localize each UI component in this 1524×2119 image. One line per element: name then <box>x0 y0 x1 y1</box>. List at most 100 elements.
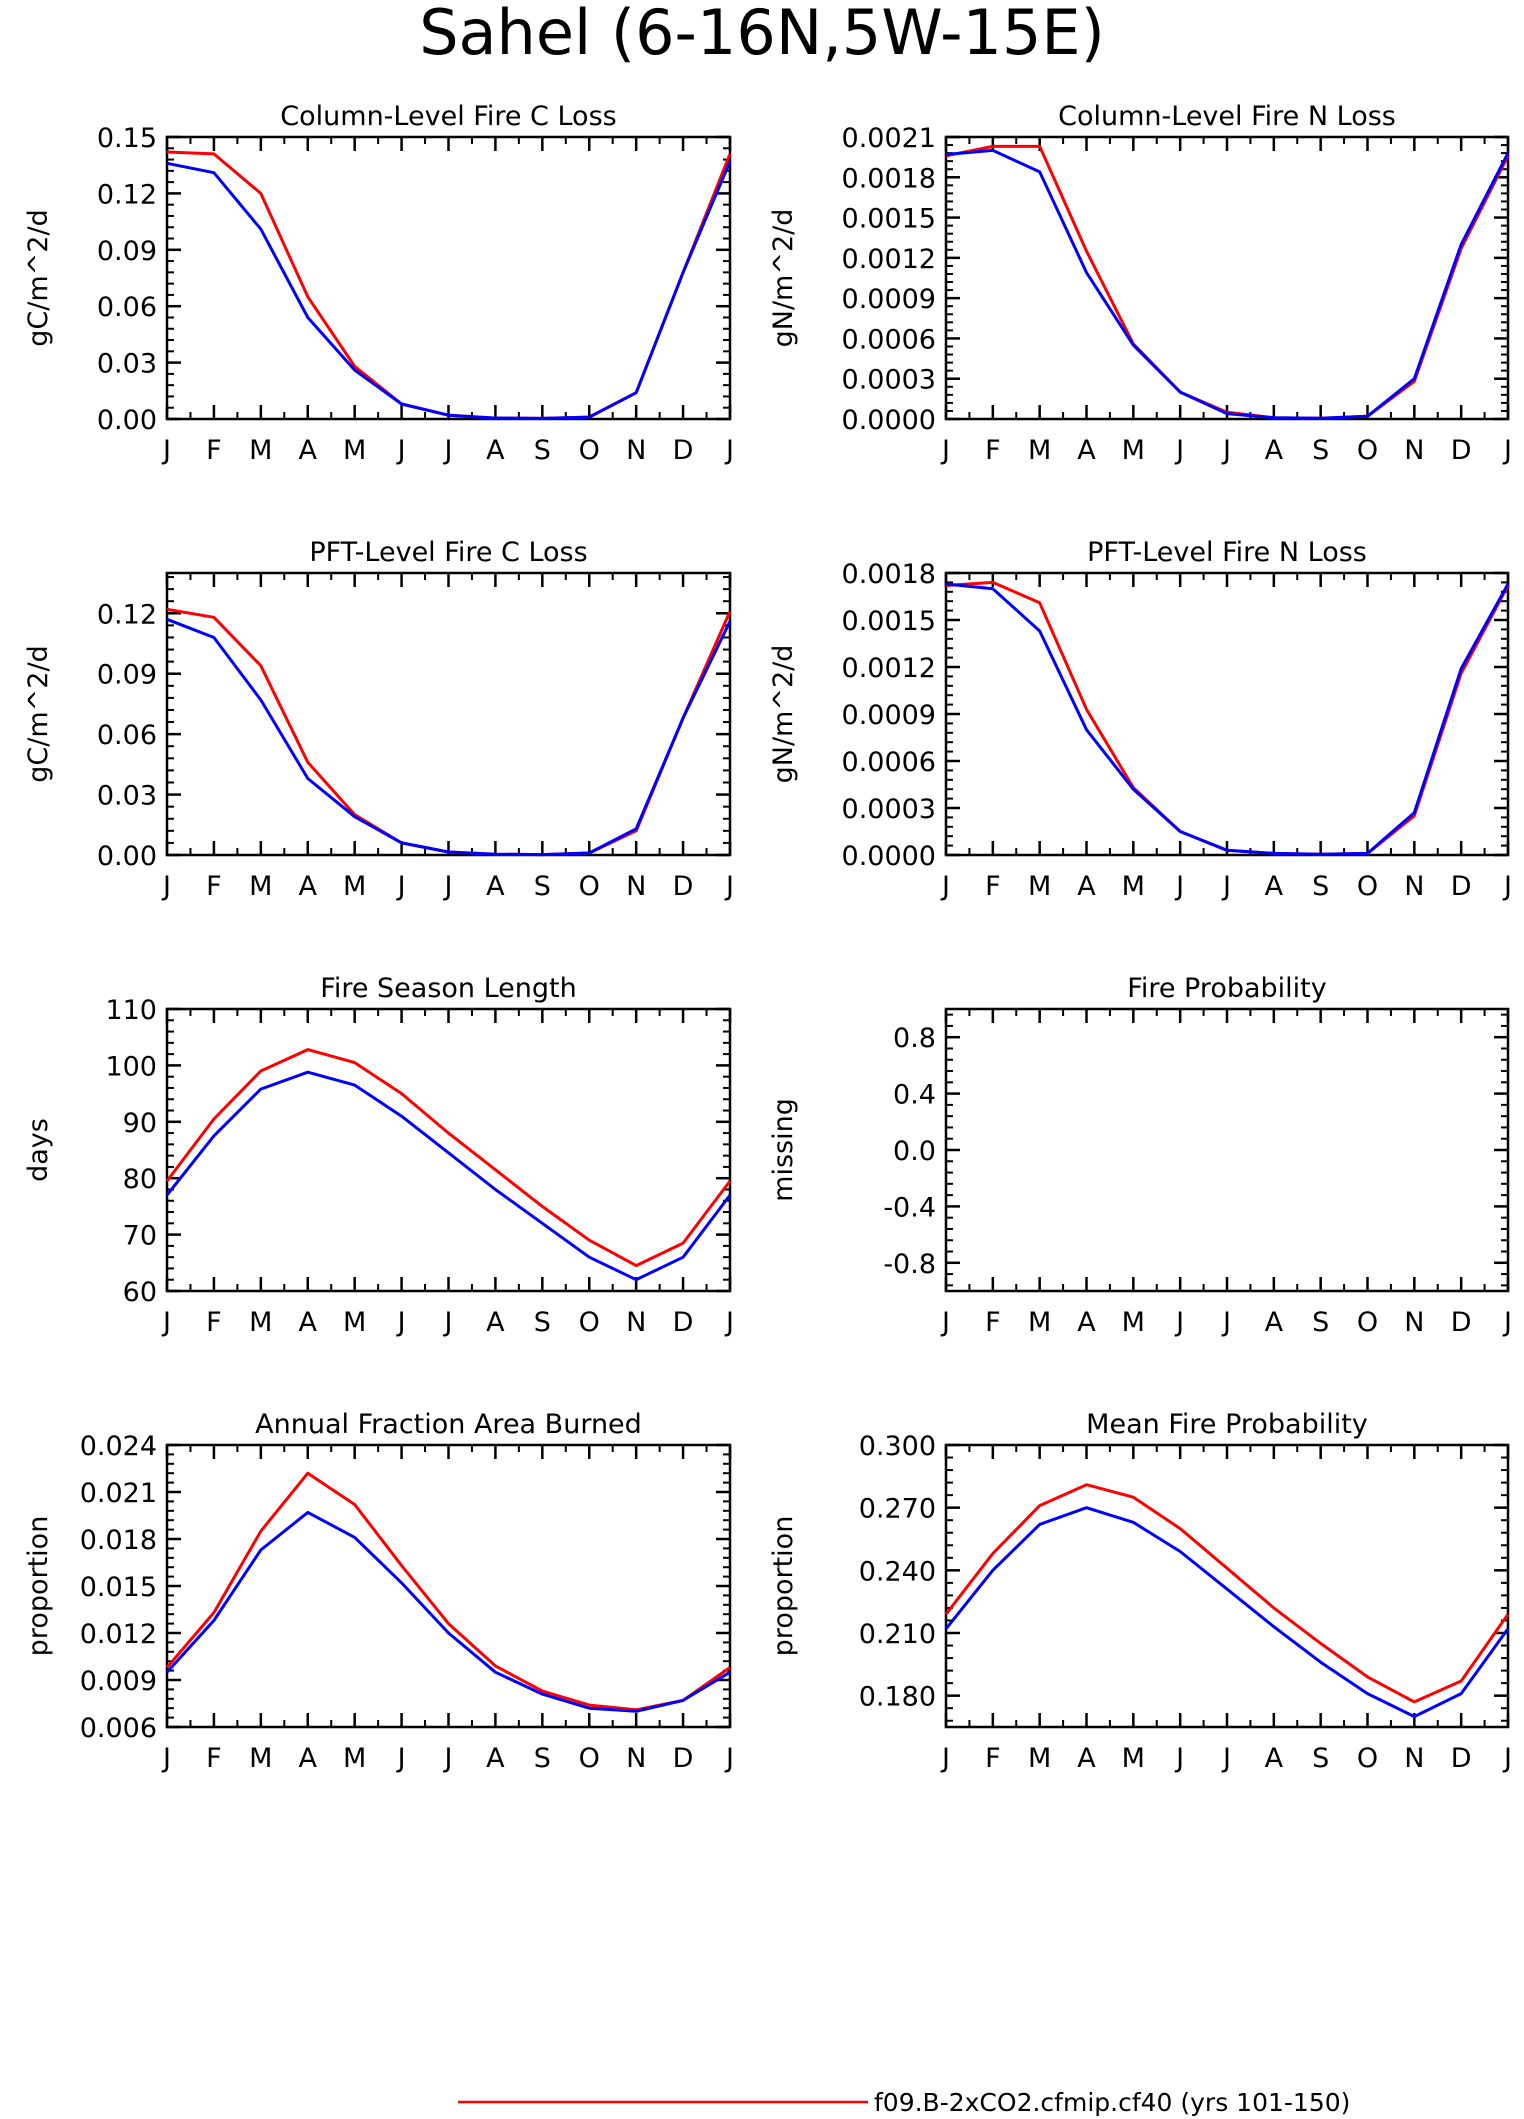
x-tick-label: O <box>579 1307 600 1338</box>
x-tick-label: A <box>1077 1743 1096 1774</box>
x-tick-label: F <box>206 1307 222 1338</box>
y-tick-label: 60 <box>123 1277 157 1308</box>
y-tick-label: 100 <box>105 1051 157 1082</box>
x-tick-label: A <box>1265 871 1284 902</box>
y-tick-label: 0.0018 <box>842 559 936 590</box>
y-axis-label: missing <box>768 1098 799 1202</box>
x-tick-label: J <box>396 871 406 902</box>
x-tick-label: J <box>724 435 734 466</box>
x-tick-label: M <box>249 871 272 902</box>
x-tick-label: J <box>1502 1307 1512 1338</box>
x-tick-label: D <box>1451 1307 1472 1338</box>
x-tick-label: S <box>534 1307 551 1338</box>
y-tick-label: 0.0015 <box>842 204 936 235</box>
y-tick-label: 0.015 <box>80 1572 157 1603</box>
x-tick-label: A <box>299 871 318 902</box>
x-tick-label: N <box>1404 871 1424 902</box>
x-tick-label: N <box>1404 435 1424 466</box>
series-line-blue <box>945 582 1510 856</box>
x-tick-label: M <box>343 1307 366 1338</box>
y-tick-label: 0.0009 <box>842 284 936 315</box>
y-tick-label: 70 <box>123 1221 157 1252</box>
x-tick-label: J <box>1221 1743 1231 1774</box>
y-axis-label: gC/m^2/d <box>23 209 54 346</box>
y-tick-label: 0.0012 <box>842 653 936 684</box>
x-tick-label: F <box>985 1307 1001 1338</box>
x-tick-label: A <box>1077 435 1096 466</box>
panel-title: PFT-Level Fire C Loss <box>309 537 587 568</box>
x-tick-label: N <box>626 1307 646 1338</box>
series-line-blue <box>166 617 732 857</box>
panel-title: Column-Level Fire N Loss <box>1058 101 1396 132</box>
series-line-red <box>165 1471 731 1712</box>
x-tick-label: O <box>1357 1307 1378 1338</box>
y-tick-label: 0.009 <box>80 1666 157 1697</box>
x-tick-label: D <box>673 871 694 902</box>
x-tick-label: D <box>673 435 694 466</box>
x-tick-label: D <box>673 1307 694 1338</box>
plot-frame <box>944 571 1510 857</box>
x-tick-label: A <box>1265 435 1284 466</box>
x-tick-label: J <box>396 1307 406 1338</box>
series-line-red <box>166 150 732 420</box>
x-tick-label: F <box>206 1743 222 1774</box>
plot-frame <box>165 1007 732 1293</box>
y-tick-label: 0.180 <box>859 1682 936 1713</box>
x-tick-label: S <box>534 1743 551 1774</box>
x-tick-label: J <box>724 1743 734 1774</box>
x-tick-label: O <box>1357 435 1378 466</box>
x-tick-label: M <box>249 435 272 466</box>
x-tick-label: J <box>724 1307 734 1338</box>
y-tick-label: 0.12 <box>97 599 157 630</box>
series-line-blue <box>944 1506 1510 1719</box>
y-tick-label: 0.210 <box>859 1619 936 1650</box>
x-tick-label: D <box>1451 1743 1472 1774</box>
y-axis-label: proportion <box>23 1516 54 1657</box>
plot-frame <box>944 135 1510 421</box>
y-tick-label: 0.09 <box>97 660 157 691</box>
y-tick-label: 0.021 <box>80 1478 157 1509</box>
x-tick-label: S <box>1312 1743 1329 1774</box>
legend-label: f09.B-2xCO2.cfmip.cf40 (yrs 101-150) <box>874 2088 1350 2117</box>
x-tick-label: N <box>1404 1743 1424 1774</box>
y-tick-label: 80 <box>123 1164 157 1195</box>
x-tick-label: J <box>1221 871 1231 902</box>
x-tick-label: S <box>1312 1307 1329 1338</box>
y-tick-label: 0.06 <box>97 720 157 751</box>
x-tick-label: M <box>1122 871 1145 902</box>
series-line-red <box>165 1048 732 1268</box>
x-tick-label: M <box>1122 435 1145 466</box>
x-tick-label: J <box>161 435 171 466</box>
x-tick-label: S <box>1312 871 1329 902</box>
x-tick-label: O <box>1357 1743 1378 1774</box>
x-tick-label: M <box>1122 1743 1145 1774</box>
y-tick-label: 0.09 <box>97 236 157 267</box>
x-tick-label: A <box>299 435 318 466</box>
x-tick-label: A <box>486 1743 505 1774</box>
plot-frame <box>165 571 732 857</box>
x-tick-label: S <box>534 871 551 902</box>
y-tick-label: -0.4 <box>883 1192 936 1223</box>
panel-title: Annual Fraction Area Burned <box>255 1409 642 1440</box>
y-tick-label: 0.0018 <box>842 163 936 194</box>
series-line-blue <box>165 1510 731 1713</box>
x-tick-label: J <box>443 1743 453 1774</box>
x-tick-label: J <box>396 1743 406 1774</box>
x-tick-label: J <box>1174 435 1184 466</box>
y-tick-label: 0.0006 <box>842 324 936 355</box>
x-tick-label: M <box>343 871 366 902</box>
y-tick-label: 0.024 <box>80 1431 157 1462</box>
x-tick-label: J <box>161 1307 171 1338</box>
plot-frame <box>165 135 732 421</box>
y-tick-label: -0.8 <box>883 1249 936 1280</box>
series-line-red <box>166 607 732 857</box>
x-tick-label: M <box>1028 1307 1051 1338</box>
x-tick-label: J <box>1174 871 1184 902</box>
x-tick-label: F <box>206 871 222 902</box>
y-axis-label: gN/m^2/d <box>768 209 799 348</box>
